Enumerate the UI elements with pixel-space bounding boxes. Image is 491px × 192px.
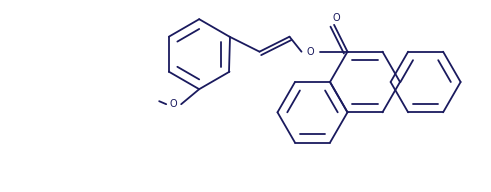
Text: O: O xyxy=(307,47,314,57)
Text: O: O xyxy=(332,13,340,23)
Text: O: O xyxy=(169,99,177,109)
